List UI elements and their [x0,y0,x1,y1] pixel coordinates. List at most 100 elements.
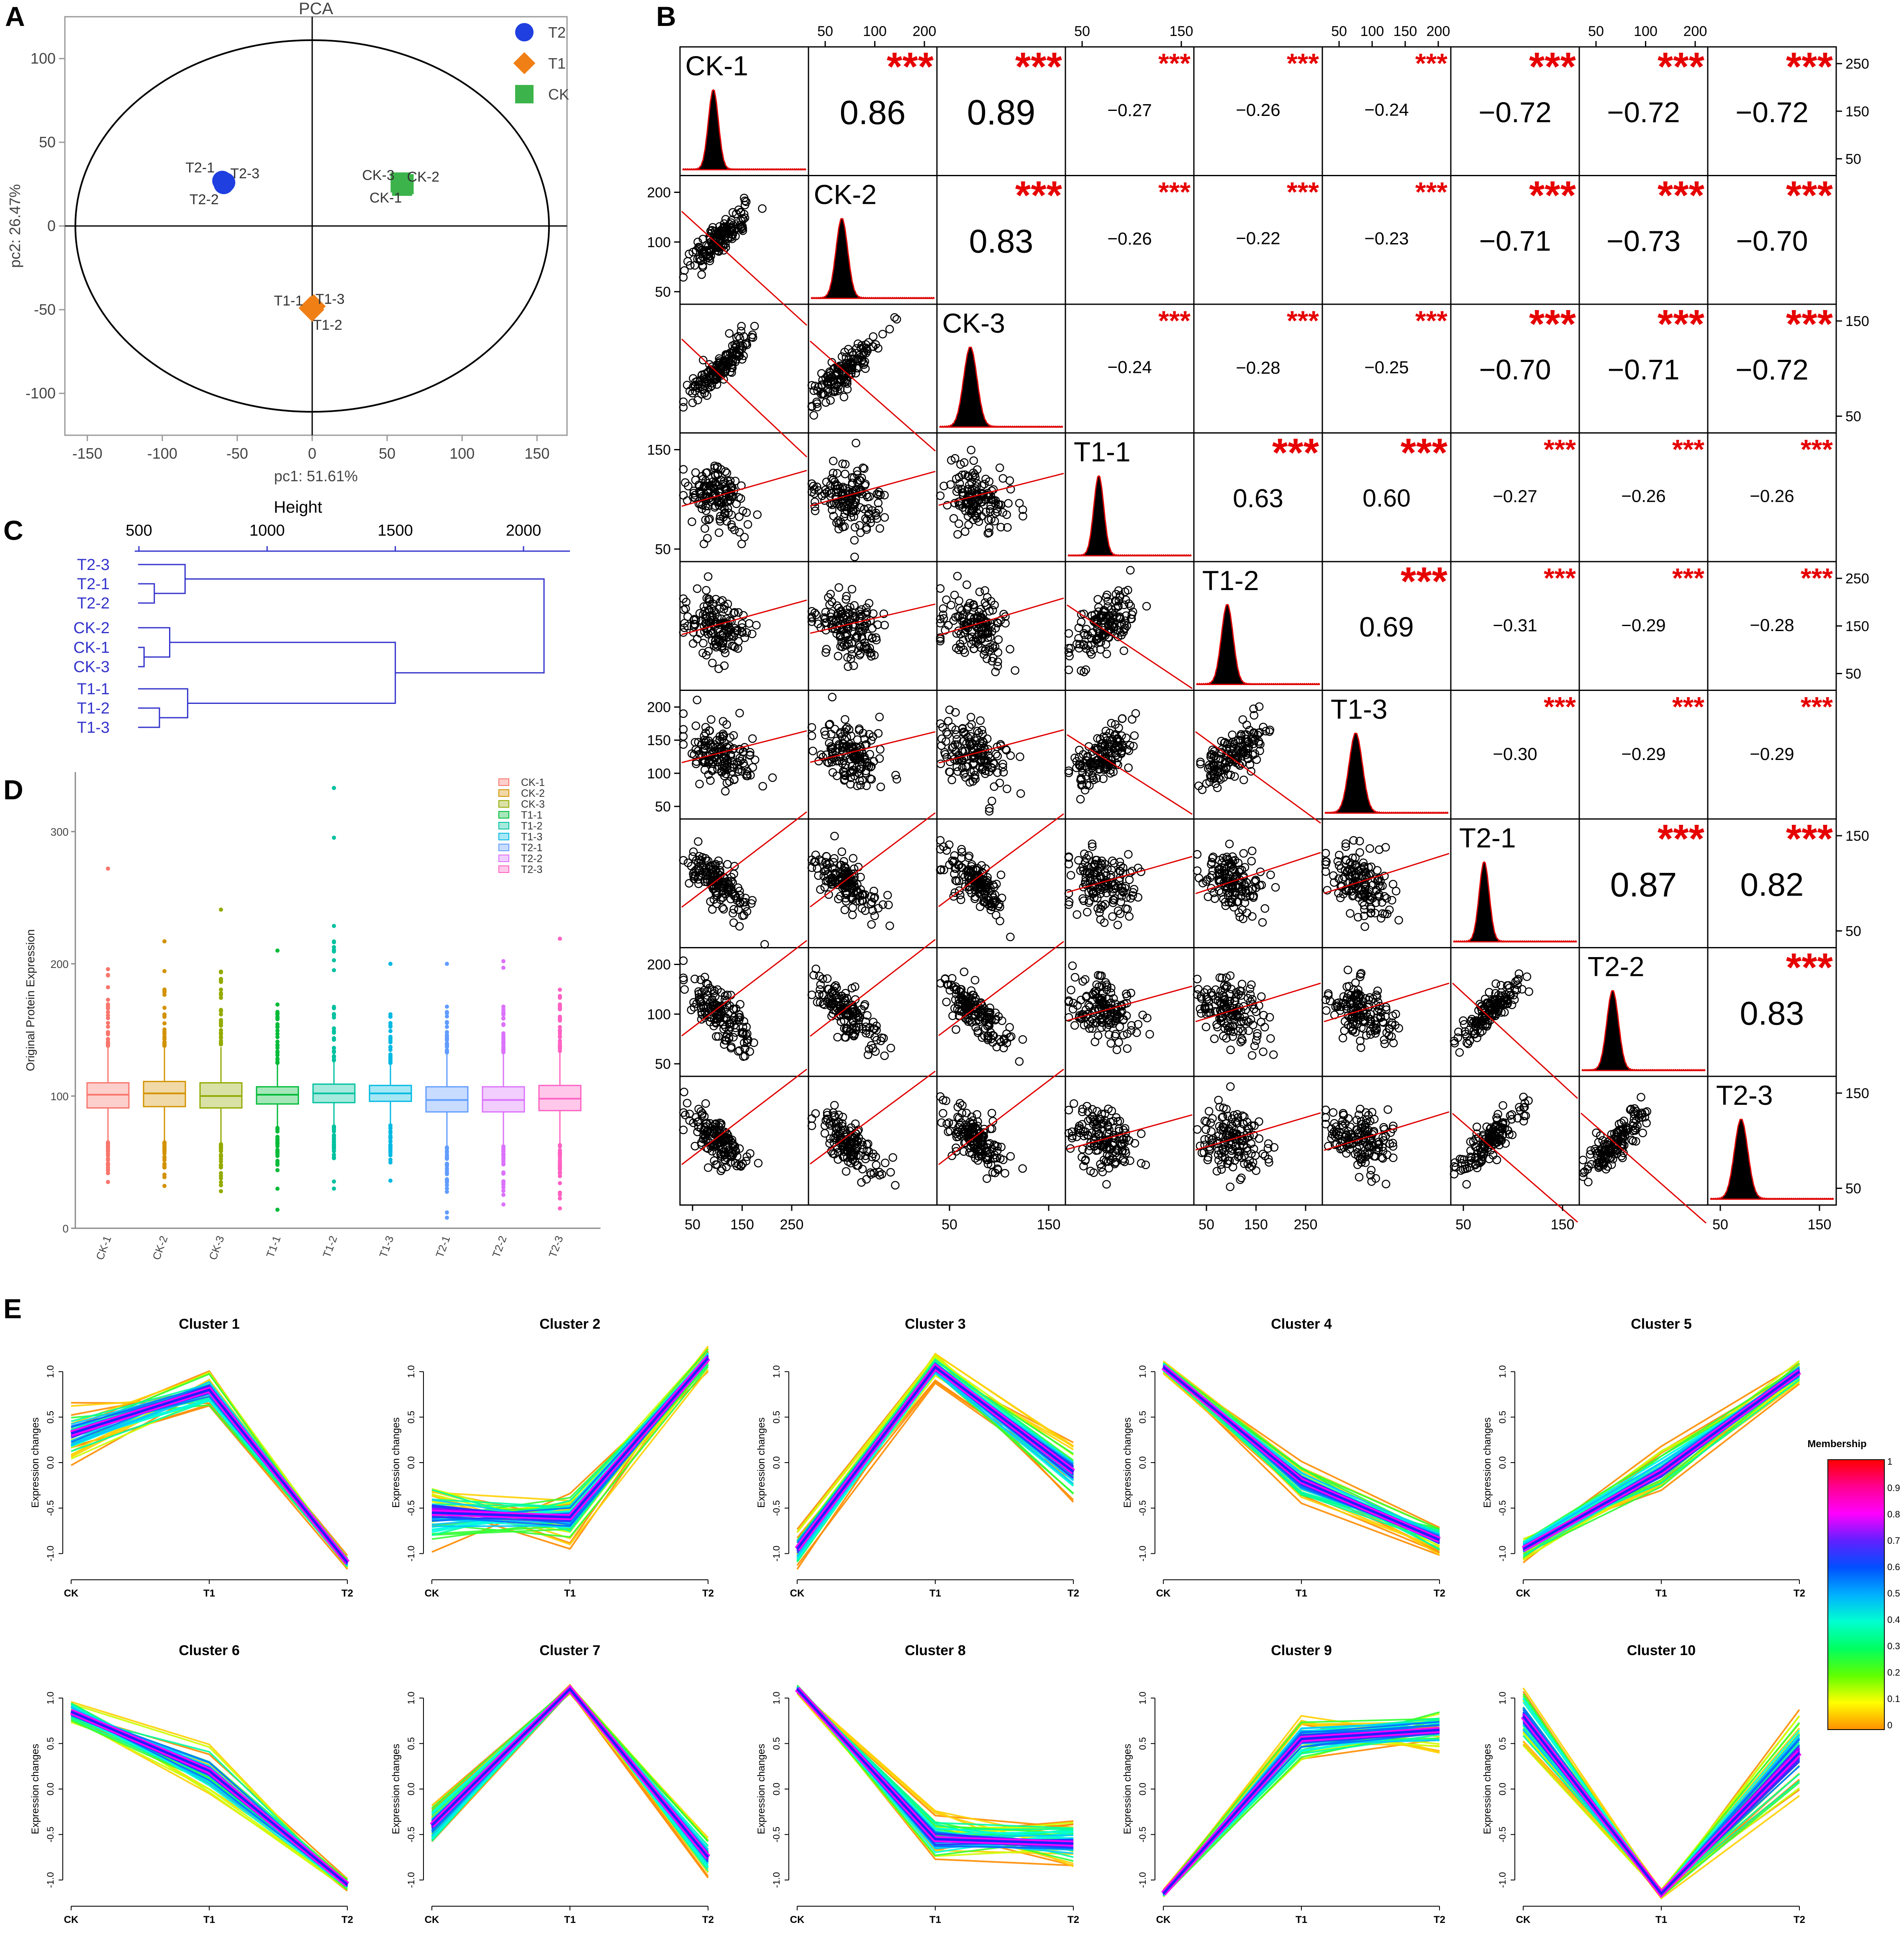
significance-stars: *** [1544,691,1576,722]
correlation-value: −0.30 [1493,744,1537,764]
significance-stars: *** [1015,173,1062,218]
pca-y-tick-label: 50 [39,133,56,151]
significance-stars: *** [1801,562,1833,593]
pca-y-axis-label: pc2: 26.47% [6,184,23,268]
significance-stars: *** [1158,48,1191,79]
matrix-cell [1194,1076,1322,1205]
pca-point-label: CK-1 [370,190,402,206]
significance-stars: *** [1415,177,1447,208]
matrix-cell [1451,948,1579,1077]
pca-x-tick-label: 100 [449,445,475,462]
pca-legend-label: T1 [548,55,566,72]
significance-stars: *** [1801,434,1833,465]
pca-legend-label: CK [548,86,569,103]
significance-stars: *** [1786,816,1833,861]
significance-stars: *** [1658,302,1705,347]
significance-stars: *** [1658,816,1705,861]
correlation-value: −0.28 [1750,615,1794,635]
correlation-value: −0.71 [1607,354,1679,386]
significance-stars: *** [887,44,934,89]
significance-stars: *** [1672,434,1704,465]
pca-legend-label: T2 [548,24,566,41]
significance-stars: *** [1786,945,1833,990]
correlation-value: 0.83 [1740,994,1804,1032]
panel-letter-e: E [3,1293,22,1324]
correlation-value: −0.24 [1107,357,1152,377]
variable-label: T2-1 [1459,822,1516,853]
significance-stars: *** [1672,691,1704,722]
pca-x-tick-label: -100 [147,445,177,462]
significance-stars: *** [1287,48,1319,79]
correlation-value: −0.70 [1479,354,1551,386]
correlation-value: 0.69 [1359,611,1414,643]
significance-stars: *** [1786,44,1833,89]
pca-point-label: T1-1 [274,293,303,309]
correlation-value: 0.63 [1233,484,1283,513]
pca-point-label: CK-3 [362,167,394,183]
significance-stars: *** [1287,177,1319,208]
panel-letter-a: A [5,1,25,32]
significance-stars: *** [1801,691,1833,722]
pca-legend-marker [515,85,534,103]
significance-stars: *** [1415,48,1447,79]
correlation-value: −0.31 [1493,616,1537,635]
matrix-cell [937,433,1065,562]
significance-stars: *** [1544,562,1576,593]
correlation-value: −0.72 [1478,96,1552,128]
correlation-value: −0.26 [1236,100,1280,120]
correlation-value: 0.82 [1740,866,1804,903]
correlation-value: 0.60 [1363,485,1411,512]
correlation-value: −0.22 [1236,228,1280,248]
variable-label: CK-3 [942,308,1005,339]
significance-stars: *** [1401,559,1448,604]
correlation-value: 0.87 [1610,866,1677,904]
pca-point-label: T2-3 [230,166,259,182]
significance-stars: *** [1015,44,1062,89]
correlation-value: −0.25 [1364,357,1409,377]
significance-stars: *** [1786,302,1833,347]
matrix-cell [1322,948,1451,1077]
variable-label: T1-1 [1074,436,1131,467]
significance-stars: *** [1658,173,1705,218]
significance-stars: *** [1672,562,1704,593]
correlation-value: −0.26 [1107,229,1152,249]
pca-legend-marker [515,23,534,41]
correlation-value: −0.24 [1364,100,1409,119]
correlation-value: 0.89 [967,93,1036,132]
correlation-value: −0.29 [1750,744,1794,764]
significance-stars: *** [1158,305,1191,336]
pca-x-tick-label: 50 [379,445,395,462]
significance-stars: *** [1529,302,1576,347]
pca-x-tick-label: 0 [308,445,316,462]
panel-letter-b: B [656,1,676,32]
pca-title: PCA [299,0,334,18]
panel-letter-c: C [3,515,23,546]
pca-point-label: T1-3 [316,291,345,307]
significance-stars: *** [1529,173,1576,218]
panel-letter-d: D [3,774,23,805]
correlation-value: −0.72 [1607,96,1680,128]
significance-stars: *** [1401,431,1448,475]
correlation-value: −0.26 [1750,486,1794,506]
pca-point-label: CK-2 [407,169,439,185]
correlation-value: −0.29 [1621,744,1665,764]
pca-y-tick-label: -100 [26,385,56,402]
matrix-cell [808,433,937,562]
correlation-value: −0.72 [1735,96,1809,128]
pca-y-tick-label: 100 [31,50,56,67]
correlation-value: −0.71 [1479,225,1551,257]
correlation-value: −0.72 [1735,354,1809,386]
significance-stars: *** [1272,431,1319,475]
significance-stars: *** [1415,305,1447,336]
variable-label: T1-2 [1202,565,1259,596]
correlation-value: −0.70 [1736,225,1808,257]
correlation-value: −0.29 [1621,615,1665,635]
correlation-value: −0.73 [1606,225,1681,257]
correlation-value: −0.28 [1236,358,1280,377]
pca-y-tick-label: -50 [34,301,56,318]
pca-point-label: T1-2 [313,317,342,333]
variable-label: CK-1 [685,50,748,81]
